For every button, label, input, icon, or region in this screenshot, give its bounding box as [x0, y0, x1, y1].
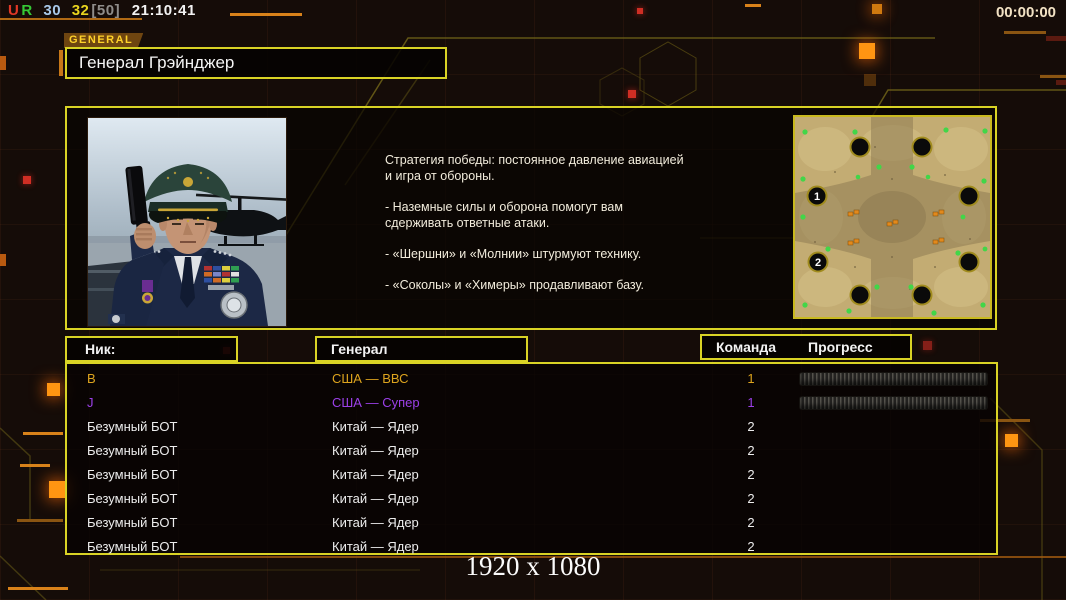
general-info-panel: Стратегия победы: постоянное давление ав…: [65, 106, 997, 330]
header-general: Генерал: [315, 336, 528, 362]
player-row: Безумный БОТ Китай — Ядер 2: [67, 511, 996, 535]
player-roster-panel: B США — ВВС 1 J США — Супер 1 Безумный Б…: [65, 362, 998, 555]
player-nick: Безумный БОТ: [87, 491, 178, 506]
player-row: J США — Супер 1: [67, 391, 996, 415]
general-name-box: Генерал Грэйнджер: [65, 47, 447, 79]
player-team: 2: [747, 539, 755, 554]
player-team: 1: [747, 395, 755, 410]
debug-fps: 30: [43, 2, 62, 19]
general-tab: GENERAL: [64, 33, 144, 48]
header-team-label: Команда: [716, 339, 776, 355]
player-team: 2: [747, 491, 755, 506]
debug-u: U: [8, 2, 20, 19]
player-team: 2: [747, 443, 755, 458]
header-team-progress: Команда Прогресс: [700, 334, 912, 360]
loading-progress-bar: [800, 397, 987, 409]
accent-square: [859, 43, 875, 59]
accent-square: [49, 481, 66, 498]
accent-square-red: [923, 341, 932, 350]
start-pos-1: 1: [814, 191, 820, 203]
player-row: Безумный БОТ Китай — Ядер 2: [67, 487, 996, 511]
player-nick: J: [87, 395, 94, 410]
player-team: 2: [747, 515, 755, 530]
player-team: 2: [747, 419, 755, 434]
player-general: Китай — Ядер: [332, 491, 419, 506]
player-row: Безумный БОТ Китай — Ядер 2: [67, 415, 996, 439]
player-nick: Безумный БОТ: [87, 539, 178, 554]
match-timer: 00:00:00: [995, 4, 1056, 21]
debug-value: 32: [71, 2, 90, 19]
accent-square: [47, 383, 60, 396]
loading-progress-bar: [800, 373, 987, 385]
accent-square: [864, 74, 876, 86]
player-team: 1: [747, 371, 755, 386]
accent-square-red: [628, 90, 636, 98]
header-nick: Ник:: [65, 336, 238, 362]
strategy-paragraph: - Наземные силы и оборона помогут вам сд…: [385, 200, 623, 230]
player-general: США — Супер: [332, 395, 420, 410]
player-row: Безумный БОТ Китай — Ядер 2: [67, 439, 996, 463]
player-team: 2: [747, 467, 755, 482]
general-portrait: [87, 117, 287, 327]
player-general: Китай — Ядер: [332, 539, 419, 554]
debug-bracket: [50]: [91, 2, 121, 19]
player-row: Безумный БОТ Китай — Ядер 2: [67, 463, 996, 487]
player-general: Китай — Ядер: [332, 443, 419, 458]
strategy-paragraph: - «Соколы» и «Химеры» продавливают базу.: [385, 278, 644, 292]
debug-underline: [0, 18, 142, 20]
debug-r: R: [21, 2, 33, 19]
strategy-text: Стратегия победы: постоянное давление ав…: [385, 152, 730, 308]
accent-square-red: [23, 176, 31, 184]
player-general: Китай — Ядер: [332, 467, 419, 482]
player-nick: Безумный БОТ: [87, 467, 178, 482]
player-nick: Безумный БОТ: [87, 515, 178, 530]
accent-square: [872, 4, 882, 14]
accent-square: [1005, 434, 1018, 447]
player-general: США — ВВС: [332, 371, 409, 386]
player-general: Китай — Ядер: [332, 419, 419, 434]
player-general: Китай — Ядер: [332, 515, 419, 530]
player-nick: B: [87, 371, 96, 386]
player-nick: Безумный БОТ: [87, 419, 178, 434]
minimap: 1 2: [793, 115, 992, 319]
accent-square-red: [637, 8, 643, 14]
player-nick: Безумный БОТ: [87, 443, 178, 458]
debug-clock: 21:10:41: [131, 2, 196, 19]
player-row: Безумный БОТ Китай — Ядер 2: [67, 535, 996, 559]
player-row: B США — ВВС 1: [67, 367, 996, 391]
strategy-paragraph: Стратегия победы: постоянное давление ав…: [385, 153, 684, 183]
resolution-label: 1920 x 1080: [465, 551, 601, 581]
header-progress-label: Прогресс: [808, 339, 873, 355]
start-pos-2: 2: [815, 257, 821, 269]
strategy-paragraph: - «Шершни» и «Молнии» штурмуют технику.: [385, 247, 642, 261]
